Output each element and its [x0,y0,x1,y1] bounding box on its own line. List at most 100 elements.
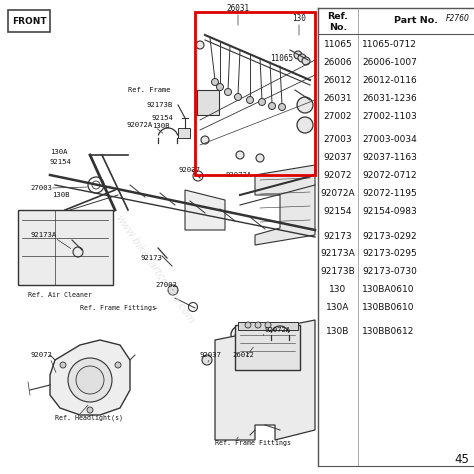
Text: 130A: 130A [50,149,67,155]
Text: 27002: 27002 [324,111,352,120]
Text: Ref. Frame Fittings: Ref. Frame Fittings [80,305,156,311]
Text: 45: 45 [454,453,469,466]
Text: 26012: 26012 [324,75,352,84]
Circle shape [211,79,219,85]
Text: 26031-1236: 26031-1236 [362,93,417,102]
Text: 92072A: 92072A [226,172,252,178]
Circle shape [196,41,204,49]
Circle shape [68,358,112,402]
Text: Part No.: Part No. [394,16,438,25]
Circle shape [201,136,209,144]
Bar [197,90,219,115]
Text: 27002: 27002 [155,282,177,288]
Text: 26031: 26031 [227,3,250,12]
Circle shape [302,57,310,65]
Text: www.bikepartcentre.com: www.bikepartcentre.com [113,214,197,326]
Text: 92173: 92173 [324,231,352,240]
Text: Ref.
No.: Ref. No. [328,12,348,32]
Text: Ref. Headlight(s): Ref. Headlight(s) [55,415,123,421]
Text: 92173B: 92173B [147,102,173,108]
Text: 130B: 130B [152,123,170,129]
Circle shape [235,93,241,100]
Circle shape [265,322,271,328]
Polygon shape [255,165,315,245]
Text: 26006: 26006 [324,57,352,66]
Text: 27002-1103: 27002-1103 [362,111,417,120]
Text: Ref. Frame: Ref. Frame [128,87,171,93]
Text: 92072-0712: 92072-0712 [362,172,417,181]
Bar [238,322,298,330]
Circle shape [202,355,212,365]
Text: Ref. Air Cleaner: Ref. Air Cleaner [28,292,92,298]
Text: 27003-0034: 27003-0034 [362,136,417,145]
Text: 11065: 11065 [324,39,352,48]
Text: 92037: 92037 [324,154,352,163]
Text: 92154-0983: 92154-0983 [362,208,417,217]
Bar [178,128,190,138]
Text: 26012-0116: 26012-0116 [362,75,417,84]
Circle shape [168,285,178,295]
Polygon shape [50,340,130,415]
Circle shape [294,51,302,59]
Text: 92173A: 92173A [30,232,56,238]
Text: 92154: 92154 [152,115,174,121]
Text: 92154: 92154 [324,208,352,217]
Circle shape [236,151,244,159]
Text: 11065: 11065 [270,54,293,63]
Circle shape [217,83,224,91]
Bar [195,12,315,175]
Text: 92072: 92072 [30,352,52,358]
Circle shape [255,322,261,328]
Circle shape [279,103,285,110]
Text: 26031: 26031 [324,93,352,102]
Text: 92173-0730: 92173-0730 [362,267,417,276]
Text: Ref. Frame Fittings: Ref. Frame Fittings [215,440,291,446]
Text: 11065-0712: 11065-0712 [362,39,417,48]
Circle shape [298,54,306,62]
Text: 27003: 27003 [324,136,352,145]
Text: 92037-1163: 92037-1163 [362,154,417,163]
Text: FRONT: FRONT [12,17,46,26]
Circle shape [60,362,66,368]
Text: 92173-0292: 92173-0292 [362,231,417,240]
Circle shape [76,366,104,394]
Circle shape [297,97,313,113]
Text: 92037: 92037 [200,352,222,358]
Text: 92037: 92037 [178,167,200,173]
Text: 92173: 92173 [141,255,163,261]
Text: 130BB0610: 130BB0610 [362,303,414,312]
Text: 26012: 26012 [232,352,254,358]
Polygon shape [185,190,225,230]
Text: 92072A: 92072A [127,122,153,128]
Text: 130: 130 [292,13,306,22]
Circle shape [245,322,251,328]
Text: 130BA0610: 130BA0610 [362,285,414,294]
Text: 92154: 92154 [50,159,72,165]
Text: 130B: 130B [52,192,70,198]
Text: 92173B: 92173B [320,267,356,276]
Bar [18,210,113,285]
Text: 130A: 130A [326,303,350,312]
Text: 92072A: 92072A [265,327,291,333]
Circle shape [268,102,275,109]
Circle shape [258,99,265,106]
Text: 92072: 92072 [324,172,352,181]
Circle shape [256,154,264,162]
Circle shape [115,362,121,368]
Text: 27003: 27003 [30,185,52,191]
Text: 130BB0612: 130BB0612 [362,328,414,337]
Circle shape [225,89,231,95]
Bar [235,325,300,370]
Text: 130: 130 [329,285,346,294]
Polygon shape [215,320,315,440]
Circle shape [246,97,254,103]
Circle shape [87,407,93,413]
Text: 26006-1007: 26006-1007 [362,57,417,66]
Text: F2760: F2760 [446,14,470,23]
Bar [8,10,50,32]
Circle shape [297,117,313,133]
Text: 92173A: 92173A [320,249,356,258]
Text: 130B: 130B [326,328,350,337]
Text: 92072-1195: 92072-1195 [362,190,417,199]
Text: 92173-0295: 92173-0295 [362,249,417,258]
